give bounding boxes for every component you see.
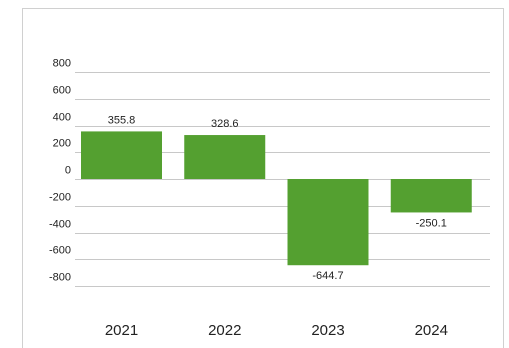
data-label: 355.8 [108,114,136,126]
bars [81,131,472,266]
y-tick-label: -600 [49,245,71,257]
x-tick-label: 2024 [415,322,448,339]
x-tick-label: 2022 [208,322,241,339]
y-axis-ticks: 800 600 400 200 0 -200 -400 -600 -800 [49,58,71,284]
y-tick-label: -400 [49,219,71,231]
y-tick-label: 800 [53,58,71,70]
data-label: -644.7 [312,270,343,282]
bar[interactable] [390,179,472,213]
x-tick-label: 2023 [311,322,344,339]
bar[interactable] [184,135,266,179]
y-tick-label: -200 [49,192,71,204]
x-tick-label: 2021 [105,322,138,339]
data-label: -250.1 [416,217,447,229]
data-label: 328.6 [211,118,239,130]
y-tick-label: 200 [53,138,71,150]
y-tick-label: -800 [49,272,71,284]
x-axis-ticks: 2021 2022 2023 2024 [105,322,448,339]
y-tick-label: 0 [65,165,71,177]
bar[interactable] [287,179,369,266]
y-tick-label: 400 [53,112,71,124]
data-labels: 355.8 328.6 -644.7 -250.1 [108,114,447,282]
y-tick-label: 600 [53,85,71,97]
bar[interactable] [81,131,162,179]
